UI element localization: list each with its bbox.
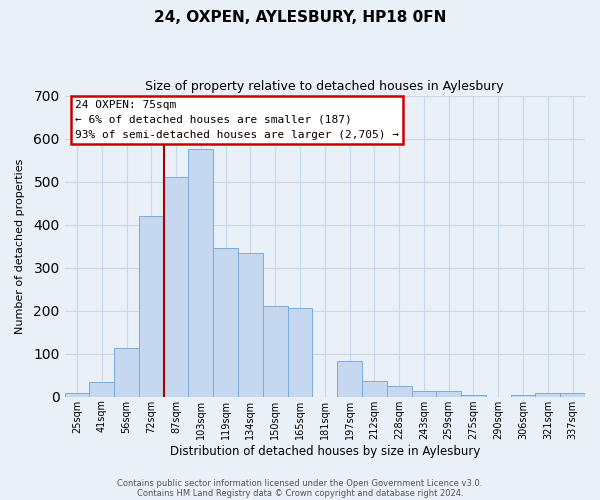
Text: Contains HM Land Registry data © Crown copyright and database right 2024.: Contains HM Land Registry data © Crown c… (137, 488, 463, 498)
Title: Size of property relative to detached houses in Aylesbury: Size of property relative to detached ho… (145, 80, 504, 93)
Bar (287, 308, 313, 396)
Bar (164, 178, 188, 396)
Bar (387, 386, 412, 396)
Bar (238, 254, 263, 396)
Bar (362, 381, 387, 396)
Bar (65, 393, 89, 396)
Bar (412, 391, 436, 396)
Text: Contains public sector information licensed under the Open Government Licence v3: Contains public sector information licen… (118, 478, 482, 488)
Bar (213, 248, 238, 396)
Y-axis label: Number of detached properties: Number of detached properties (15, 158, 25, 334)
Bar (89, 382, 114, 396)
Text: 24 OXPEN: 75sqm
← 6% of detached houses are smaller (187)
93% of semi-detached h: 24 OXPEN: 75sqm ← 6% of detached houses … (75, 100, 399, 140)
Text: 24, OXPEN, AYLESBURY, HP18 0FN: 24, OXPEN, AYLESBURY, HP18 0FN (154, 10, 446, 25)
Bar (263, 306, 287, 396)
Bar (337, 361, 362, 396)
Bar (461, 394, 486, 396)
Bar (188, 150, 213, 396)
Bar (139, 216, 164, 396)
Bar (535, 393, 560, 396)
Bar (436, 391, 461, 396)
Bar (511, 394, 535, 396)
X-axis label: Distribution of detached houses by size in Aylesbury: Distribution of detached houses by size … (170, 444, 480, 458)
Bar (560, 393, 585, 396)
Bar (114, 348, 139, 397)
